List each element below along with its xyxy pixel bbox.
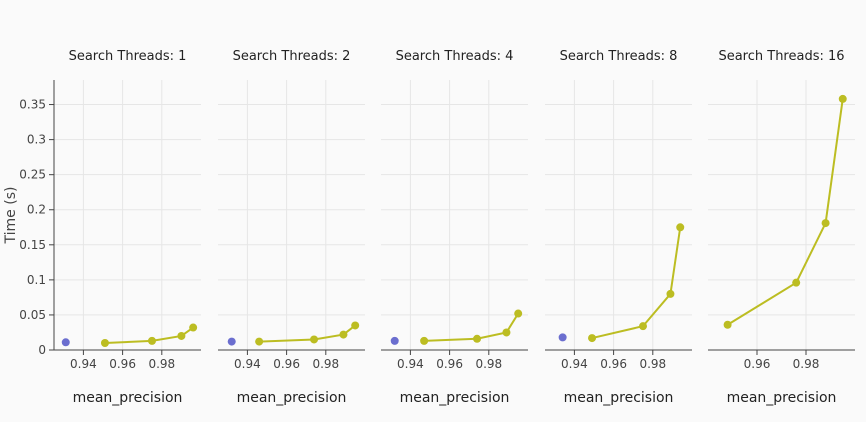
data-point [473, 334, 482, 343]
data-point [310, 335, 319, 344]
data-point [639, 322, 647, 331]
x-tick-label: 0.96 [273, 357, 300, 371]
data-point [148, 336, 156, 345]
x-axis-title: mean_precision [237, 390, 347, 406]
y-tick-label: 0.05 [19, 308, 46, 322]
data-point [351, 321, 360, 330]
x-tick-label: 0.94 [561, 357, 588, 371]
x-tick-label: 0.98 [148, 357, 175, 371]
x-tick-label: 0.96 [436, 357, 463, 371]
x-axis-title: mean_precision [400, 390, 510, 406]
series-line [591, 227, 682, 340]
panels: 0 0.05 0.1 0.15 0.2 0.25 0.3 0.35 0.94 0.96 0.98 Se… [19, 49, 855, 406]
panel-title: Search Threads: 4 [396, 49, 514, 64]
panel-1: 0 0.05 0.1 0.15 0.2 0.25 0.3 0.35 0.94 0.96 0.98 Se… [19, 49, 201, 406]
y-tick-label: 0.35 [19, 98, 46, 112]
data-point [821, 219, 830, 228]
y-tick-label: 0.3 [27, 133, 46, 147]
panel-3: 0.94 0.96 0.98 Search Threads: 4 mean_precis… [381, 49, 528, 406]
x-axis-title: mean_precision [564, 390, 674, 406]
data-point [588, 334, 597, 343]
x-tick-label: 0.98 [475, 357, 502, 371]
y-tick-label: 0.2 [27, 203, 46, 217]
data-point [514, 309, 523, 318]
data-point [838, 94, 847, 103]
y-tick-label: 0 [38, 343, 46, 357]
x-tick-label: 0.94 [70, 357, 97, 371]
series-line [104, 326, 194, 344]
data-point [61, 338, 70, 347]
x-axis-title: mean_precision [727, 390, 837, 406]
data-point [676, 223, 685, 232]
data-point [420, 336, 429, 345]
data-point [177, 331, 186, 340]
panel-title: Search Threads: 2 [233, 49, 351, 64]
data-point [502, 328, 511, 337]
panel-title: Search Threads: 8 [560, 49, 678, 64]
series-line [259, 324, 356, 343]
panel-title: Search Threads: 1 [69, 49, 187, 64]
series-line [727, 98, 844, 326]
y-tick-label: 0.25 [19, 168, 46, 182]
x-tick-label: 0.96 [744, 357, 771, 371]
data-point [390, 336, 399, 345]
data-point [100, 338, 109, 347]
x-tick-label: 0.96 [109, 357, 136, 371]
panel-4: 0.94 0.96 0.98 Search Threads: 8 mean_precis… [545, 49, 692, 406]
series-line [424, 313, 520, 342]
data-point [558, 333, 567, 342]
x-tick-label: 0.98 [312, 357, 339, 371]
x-tick-label: 0.98 [639, 357, 666, 371]
y-tick-label: 0.15 [19, 238, 46, 252]
data-point [723, 320, 732, 329]
y-axis-title: Time (s) [3, 187, 19, 245]
panel-2: 0.94 0.96 0.98 Search Threads: 2 mean_precis… [218, 49, 365, 406]
panel-title: Search Threads: 16 [718, 49, 844, 64]
data-point [792, 278, 801, 287]
x-tick-label: 0.94 [234, 357, 261, 371]
x-axis-title: mean_precision [73, 390, 183, 406]
data-point [666, 289, 675, 298]
x-tick-label: 0.94 [397, 357, 424, 371]
panel-5: 0.96 0.98 Search Threads: 16 mean_precision [708, 49, 855, 406]
data-point [339, 330, 348, 339]
x-tick-label: 0.98 [793, 357, 820, 371]
data-point [227, 337, 236, 346]
y-tick-label: 0.1 [27, 273, 46, 287]
data-point [189, 323, 198, 332]
x-tick-label: 0.96 [600, 357, 627, 371]
data-point [255, 337, 264, 346]
